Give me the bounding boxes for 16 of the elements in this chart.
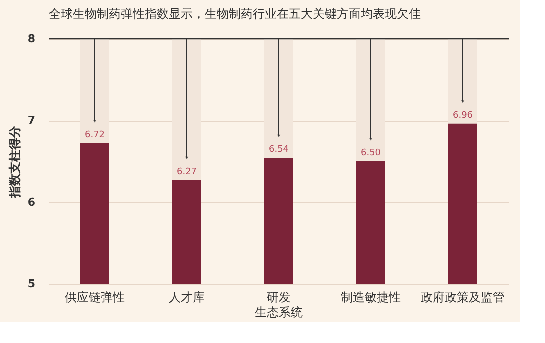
text: 6.27 bbox=[176, 167, 198, 178]
y-tick-label: 8 bbox=[28, 32, 36, 46]
y-tick-label: 5 bbox=[28, 278, 36, 290]
x-tick-label: 供应链弹性 bbox=[65, 290, 125, 304]
text: 6.72 bbox=[84, 130, 106, 141]
x-tick-label: 人才库 bbox=[169, 290, 205, 304]
text: 6.54 bbox=[268, 145, 290, 156]
chart-title: 全球生物制药弹性指数显示，生物制药行业在五大关键方面均表现欠佳 bbox=[49, 7, 421, 21]
x-tick-label: 制造敏捷性 bbox=[341, 290, 401, 304]
text: 6.50 bbox=[360, 148, 382, 158]
x-tick-label: 研发生态系统 bbox=[255, 290, 303, 320]
text: 6.96 bbox=[452, 110, 474, 121]
y-axis-title: 指数支柱得分 bbox=[8, 125, 22, 199]
y-tick-label: 7 bbox=[28, 114, 36, 128]
y-tick-label: 6 bbox=[28, 196, 36, 209]
x-tick-label: 政府政策及监管 bbox=[421, 290, 505, 304]
